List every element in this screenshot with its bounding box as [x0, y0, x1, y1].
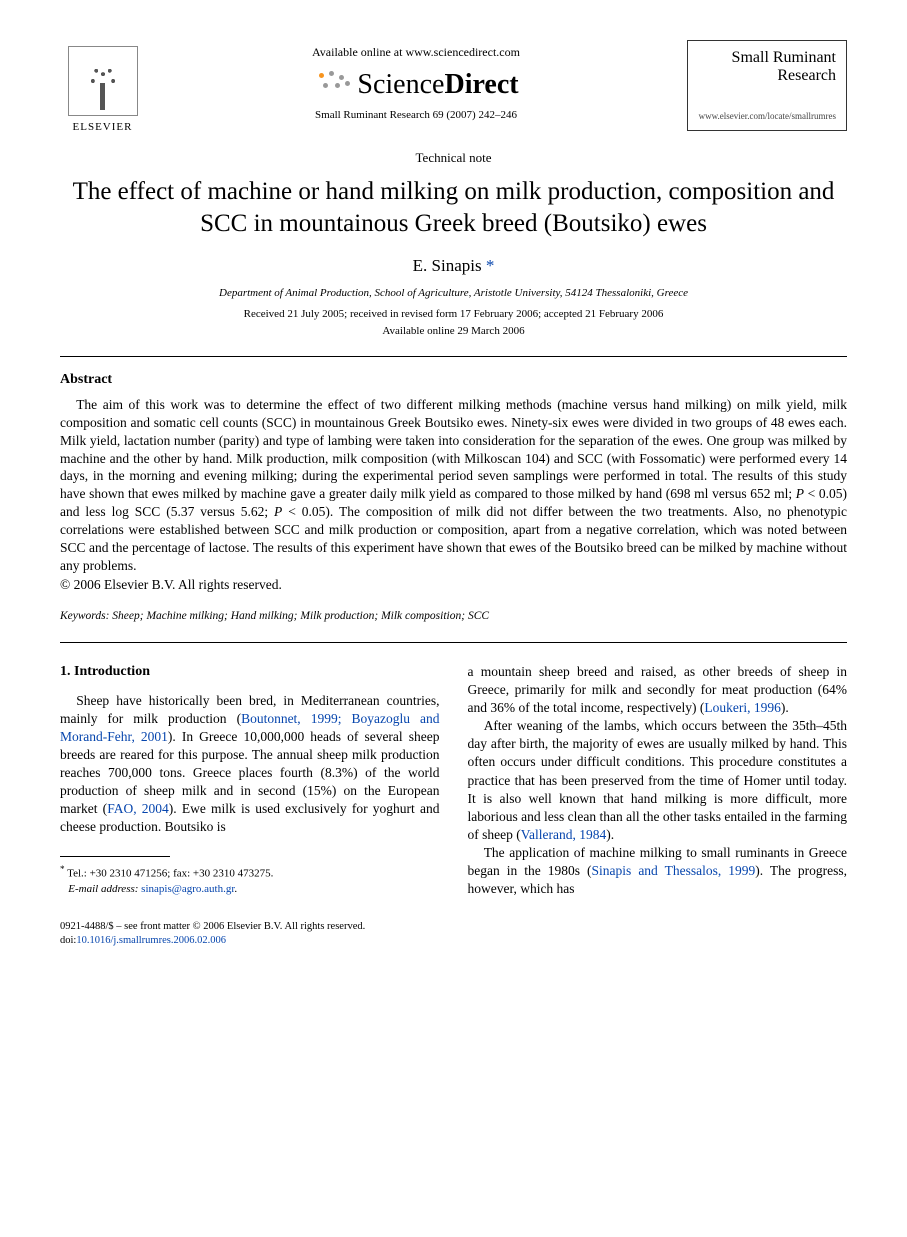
intro-para-1-cont: a mountain sheep breed and raised, as ot…: [468, 663, 848, 717]
rule-top: [60, 356, 847, 357]
elsevier-tree-icon: [68, 46, 138, 116]
sd-wordmark: ScienceDirect: [357, 66, 518, 104]
article-type-label: Technical note: [60, 149, 847, 167]
column-left: 1. Introduction Sheep have historically …: [60, 663, 440, 898]
publisher-logo: ELSEVIER: [60, 40, 145, 135]
affiliation: Department of Animal Production, School …: [60, 286, 847, 301]
available-online-text: Available online at www.sciencedirect.co…: [145, 44, 687, 60]
intro-para-1: Sheep have historically been bred, in Me…: [60, 692, 440, 837]
page-container: ELSEVIER Available online at www.science…: [0, 0, 907, 977]
abstract-body: The aim of this work was to determine th…: [60, 396, 847, 574]
footer-issn-line: 0921-4488/$ – see front matter © 2006 El…: [60, 920, 847, 934]
footnote-rule: [60, 856, 170, 857]
keywords-line: Keywords: Sheep; Machine milking; Hand m…: [60, 609, 847, 625]
page-footer: 0921-4488/$ – see front matter © 2006 El…: [60, 920, 847, 947]
journal-locate-url: www.elsevier.com/locate/smallrumres: [698, 110, 836, 122]
rule-bottom: [60, 642, 847, 643]
footnote-tel: * Tel.: +30 2310 471256; fax: +30 2310 4…: [60, 863, 440, 882]
ref-loukeri[interactable]: Loukeri, 1996: [704, 700, 781, 715]
keywords-list: Sheep; Machine milking; Hand milking; Mi…: [109, 610, 489, 622]
section-heading-intro: 1. Introduction: [60, 663, 440, 682]
footer-doi-line: doi:10.1016/j.smallrumres.2006.02.006: [60, 934, 847, 948]
abstract-copyright: © 2006 Elsevier B.V. All rights reserved…: [60, 576, 847, 594]
doi-link[interactable]: 10.1016/j.smallrumres.2006.02.006: [76, 935, 226, 946]
ref-sinapis[interactable]: Sinapis and Thessalos, 1999: [592, 863, 756, 878]
author-name: E. Sinapis: [413, 256, 482, 275]
footnote-email-link[interactable]: sinapis@agro.auth.gr: [141, 883, 234, 895]
citation-line: Small Ruminant Research 69 (2007) 242–24…: [145, 108, 687, 123]
footnote-email-label: E-mail address:: [68, 883, 138, 895]
journal-box: Small Ruminant Research www.elsevier.com…: [687, 40, 847, 131]
header-row: ELSEVIER Available online at www.science…: [60, 40, 847, 141]
corresponding-author-link[interactable]: *: [486, 256, 495, 275]
dates-line-1: Received 21 July 2005; received in revis…: [60, 307, 847, 322]
author-line: E. Sinapis *: [60, 255, 847, 278]
intro-para-2: After weaning of the lambs, which occurs…: [468, 717, 848, 844]
ref-fao[interactable]: FAO, 2004: [107, 801, 169, 816]
footnote-block: * Tel.: +30 2310 471256; fax: +30 2310 4…: [60, 863, 440, 896]
sd-dots-icon: [313, 69, 353, 93]
journal-name: Small Ruminant Research: [698, 49, 836, 84]
footnote-email-line: E-mail address: sinapis@agro.auth.gr.: [60, 882, 440, 897]
column-right: a mountain sheep breed and raised, as ot…: [468, 663, 848, 898]
publisher-name: ELSEVIER: [73, 120, 133, 135]
sciencedirect-logo: ScienceDirect: [313, 66, 518, 104]
center-header: Available online at www.sciencedirect.co…: [145, 40, 687, 141]
article-title: The effect of machine or hand milking on…: [60, 176, 847, 239]
abstract-heading: Abstract: [60, 371, 847, 390]
keywords-label: Keywords:: [60, 610, 109, 622]
body-columns: 1. Introduction Sheep have historically …: [60, 663, 847, 898]
ref-vallerand[interactable]: Vallerand, 1984: [521, 827, 606, 842]
dates-line-2: Available online 29 March 2006: [60, 324, 847, 339]
intro-para-3: The application of machine milking to sm…: [468, 844, 848, 898]
